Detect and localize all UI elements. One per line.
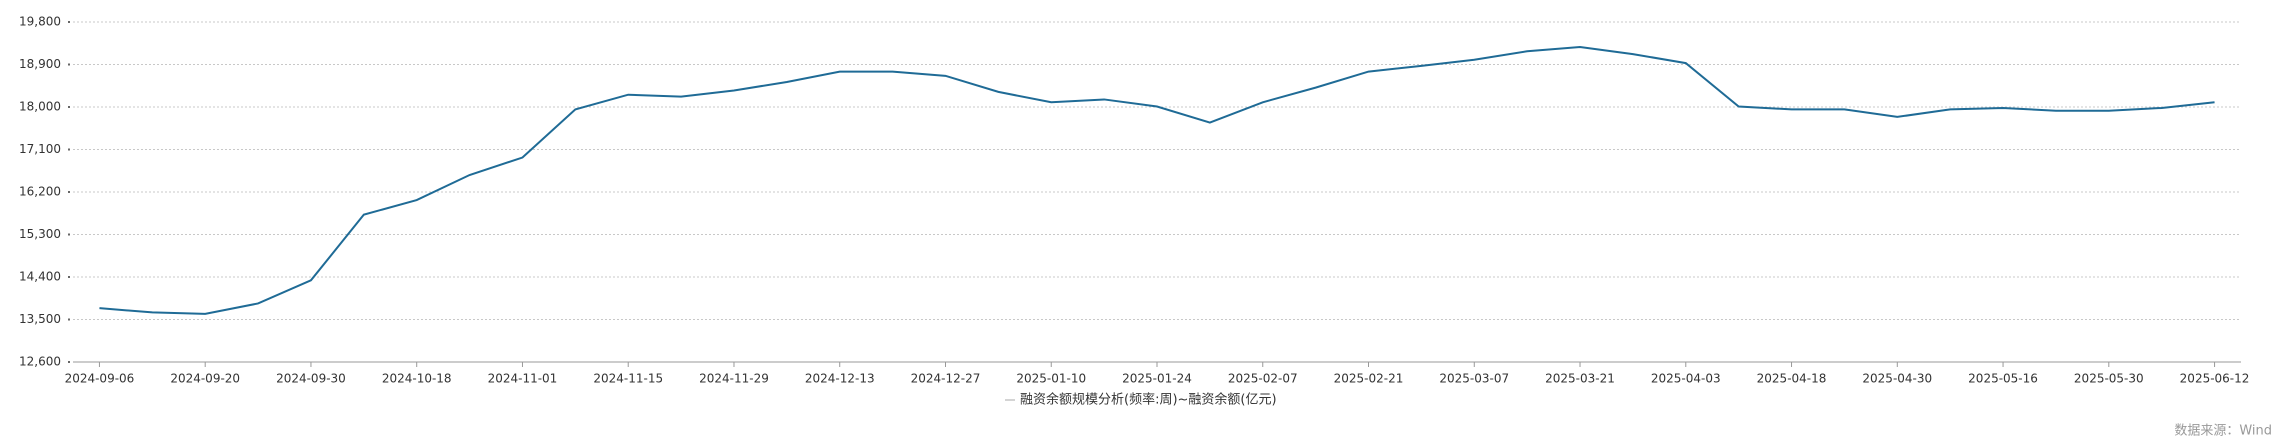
x-tick-label: 2025-05-30 (2074, 372, 2144, 386)
x-tick-label: 2025-01-24 (1122, 372, 1192, 386)
y-tick-label: 14,400 (19, 270, 61, 284)
legend-label: 融资余额规模分析(频率:周)~融资余额(亿元) (1020, 392, 1277, 408)
x-tick-label: 2024-11-15 (593, 372, 663, 386)
x-tick-label: 2025-05-16 (1968, 372, 2038, 386)
x-tick-label: 2025-04-30 (1862, 372, 1932, 386)
y-tick-label: 16,200 (19, 185, 61, 199)
line-series (99, 46, 2215, 315)
x-tick-label: 2025-02-21 (1334, 372, 1404, 386)
x-tick-label: 2024-12-13 (805, 372, 875, 386)
x-tick-label: 2025-02-07 (1228, 372, 1298, 386)
y-tick-label: 18,000 (19, 100, 61, 114)
x-tick-label: 2025-04-03 (1651, 372, 1721, 386)
x-tick-label: 2025-04-18 (1757, 372, 1827, 386)
x-tick-label: 2024-12-27 (911, 372, 981, 386)
y-tick-label: 17,100 (19, 142, 61, 156)
x-tick-label: 2024-11-29 (699, 372, 769, 386)
x-tick-label: 2024-11-01 (488, 372, 558, 386)
y-tick-label: 15,300 (19, 227, 61, 241)
x-tick-label: 2024-09-20 (170, 372, 240, 386)
y-tick-label: 12,600 (19, 355, 61, 369)
source: 数据来源：Wind (2174, 424, 2272, 439)
x-tick-label: 2024-10-18 (382, 372, 452, 386)
x-tick-label: 2025-03-07 (1439, 372, 1509, 386)
x-tick-label: 2025-03-21 (1545, 372, 1615, 386)
y-tick-label: 18,900 (19, 57, 61, 71)
x-tick-label: 2025-06-12 (2180, 372, 2250, 386)
x-tick-label: 2024-09-06 (65, 372, 135, 386)
y-tick-label: 13,500 (19, 312, 61, 326)
x-tick-label: 2025-01-10 (1016, 372, 1086, 386)
x-tick-label: 2024-09-30 (276, 372, 346, 386)
y-tick-label: 19,800 (19, 15, 61, 29)
